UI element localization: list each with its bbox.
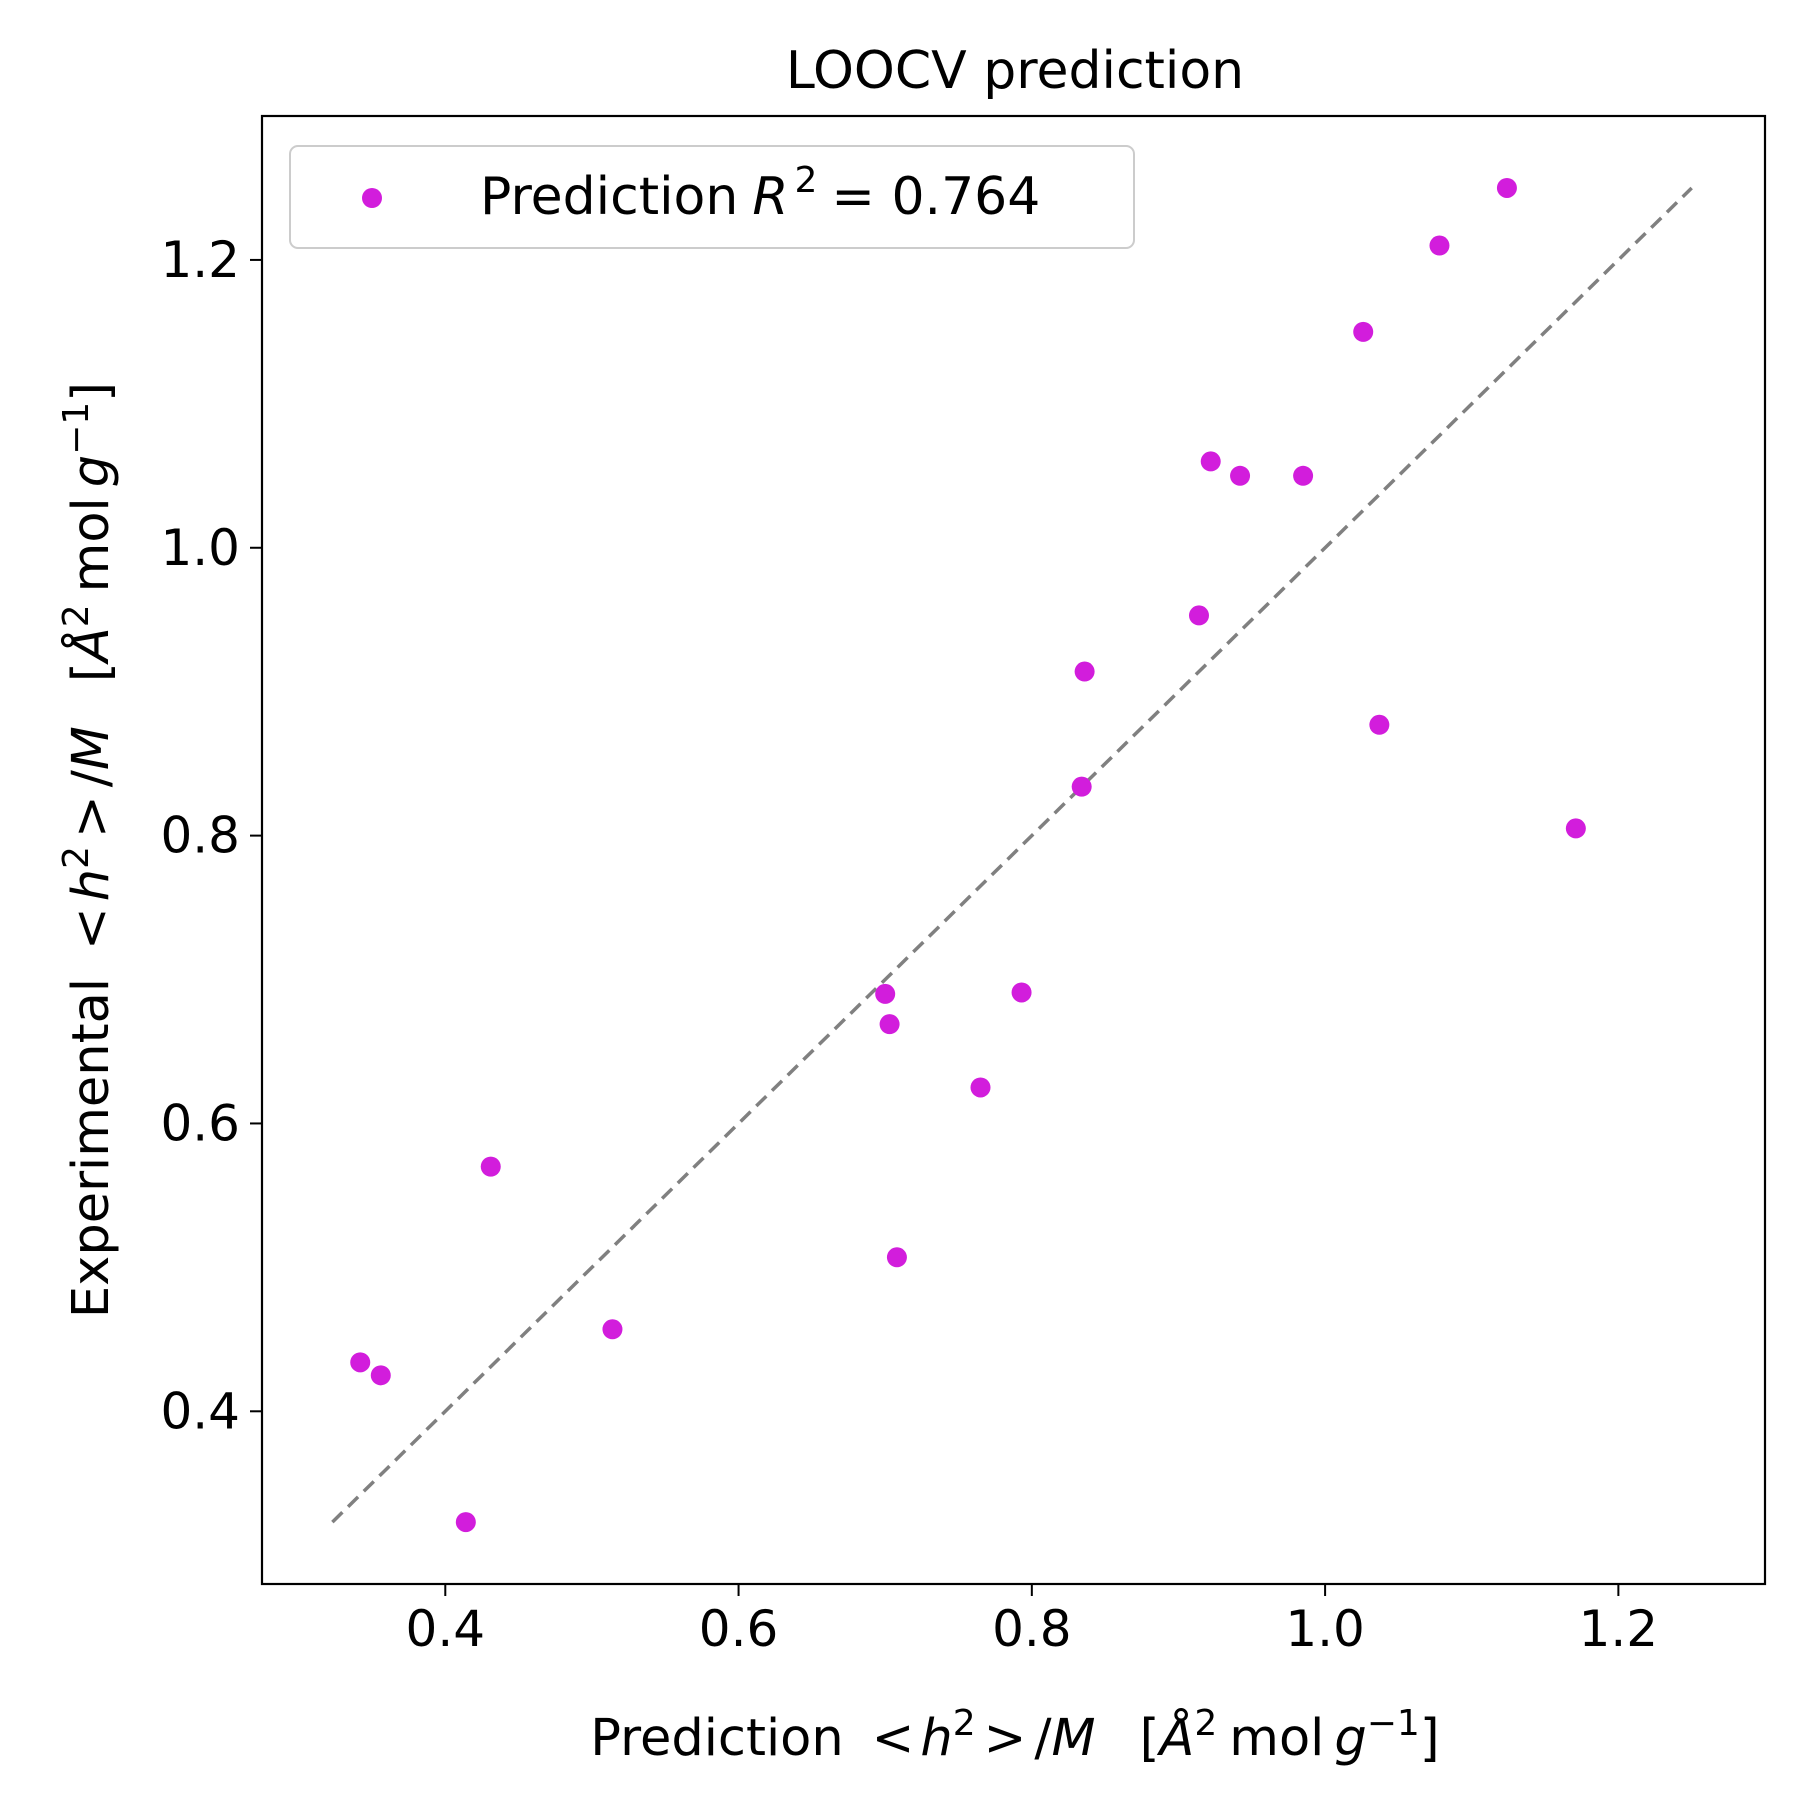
y-label-unit-g-exp: −1 <box>56 402 97 455</box>
y-tick-label: 0.6 <box>160 1094 240 1152</box>
y-label-exp: 2 <box>56 846 97 869</box>
y-label-gt: > <box>62 795 121 838</box>
plot-area-frame <box>260 114 1767 1586</box>
x-label-unit-mol: mol <box>1229 1709 1324 1768</box>
y-tick-label: 0.8 <box>160 807 240 865</box>
y-label-prefix: Experimental <box>62 978 121 1318</box>
x-label-unit-g: g <box>1334 1709 1366 1768</box>
data-point <box>1071 776 1092 797</box>
legend: Prediction R 2 = 0.764 <box>289 145 1135 249</box>
data-point <box>350 1352 371 1373</box>
legend-marker <box>362 188 382 208</box>
x-tick-label: 0.6 <box>699 1600 779 1658</box>
y-axis-ticks: 0.4 0.6 0.8 1.0 1.2 <box>160 231 262 1440</box>
data-point <box>455 1512 476 1533</box>
data-point <box>1496 177 1517 198</box>
data-point <box>1074 661 1095 682</box>
x-label-unit-close: ] <box>1420 1709 1440 1768</box>
y-axis-label: Experimental<h2>/M[Å2molg−1] <box>56 382 121 1318</box>
data-point <box>480 1156 501 1177</box>
legend-label-exp: 2 <box>794 160 817 201</box>
y-tick-label: 1.2 <box>160 231 240 289</box>
data-point <box>1565 818 1586 839</box>
data-point <box>879 1014 900 1035</box>
data-point <box>1353 321 1374 342</box>
data-point <box>1369 714 1390 735</box>
x-tick-label: 0.4 <box>406 1600 486 1658</box>
legend-label-suffix: = 0.764 <box>831 167 1040 227</box>
x-label-gt: > <box>984 1709 1027 1768</box>
x-label-var: h <box>920 1709 952 1768</box>
data-point <box>1230 465 1251 486</box>
x-label-lt: < <box>872 1709 915 1768</box>
x-tick-label: 1.2 <box>1579 1600 1659 1658</box>
data-point <box>1188 605 1209 626</box>
chart-title: LOOCV prediction <box>786 41 1244 101</box>
x-label-slash: / <box>1034 1709 1052 1768</box>
y-tick-label: 0.4 <box>160 1382 240 1440</box>
y-label-unit-close: ] <box>62 382 121 402</box>
x-axis-label: Prediction < h2 >/M [Å2 mol g−1] <box>590 1703 1439 1768</box>
data-point <box>1429 235 1450 256</box>
legend-label-var: R <box>752 167 788 227</box>
data-points-layer <box>350 177 1586 1533</box>
reference-line <box>331 186 1693 1524</box>
y-label-lt: < <box>62 907 121 950</box>
reference-line-layer <box>331 186 1693 1524</box>
y-label-den: M <box>62 726 121 770</box>
y-label-unit-open: [ <box>62 662 121 682</box>
data-point <box>875 983 896 1004</box>
y-label-slash: / <box>62 769 121 787</box>
y-label-unit-g: g <box>62 455 121 487</box>
x-label-unit-open: [ <box>1140 1709 1160 1768</box>
x-label-prefix: Prediction <box>590 1709 843 1768</box>
x-label-exp: 2 <box>953 1703 976 1744</box>
data-point <box>1200 451 1221 472</box>
x-label-unit-a: Å <box>1156 1706 1194 1768</box>
y-label-unit-a: Å <box>59 627 121 665</box>
y-label-unit-mol: mol <box>62 497 121 592</box>
legend-label: Prediction R 2 = 0.764 <box>480 160 1040 227</box>
data-point <box>1293 465 1314 486</box>
x-label-den: M <box>1052 1709 1096 1768</box>
data-point <box>1011 982 1032 1003</box>
x-label-unit-a-exp: 2 <box>1194 1703 1217 1744</box>
y-tick-label: 1.0 <box>160 519 240 577</box>
y-label-var: h <box>62 869 121 901</box>
data-point <box>970 1077 991 1098</box>
legend-label-prefix: Prediction <box>480 167 738 227</box>
x-tick-label: 0.8 <box>992 1600 1072 1658</box>
x-label-unit-g-exp: −1 <box>1367 1703 1420 1744</box>
data-point <box>370 1365 391 1386</box>
data-point <box>602 1319 623 1340</box>
legend-box <box>289 145 1135 249</box>
y-label-unit-a-exp: 2 <box>56 604 97 627</box>
x-tick-label: 1.0 <box>1285 1600 1365 1658</box>
x-axis-ticks: 0.4 0.6 0.8 1.0 1.2 <box>406 1584 1659 1658</box>
data-point <box>886 1247 907 1268</box>
